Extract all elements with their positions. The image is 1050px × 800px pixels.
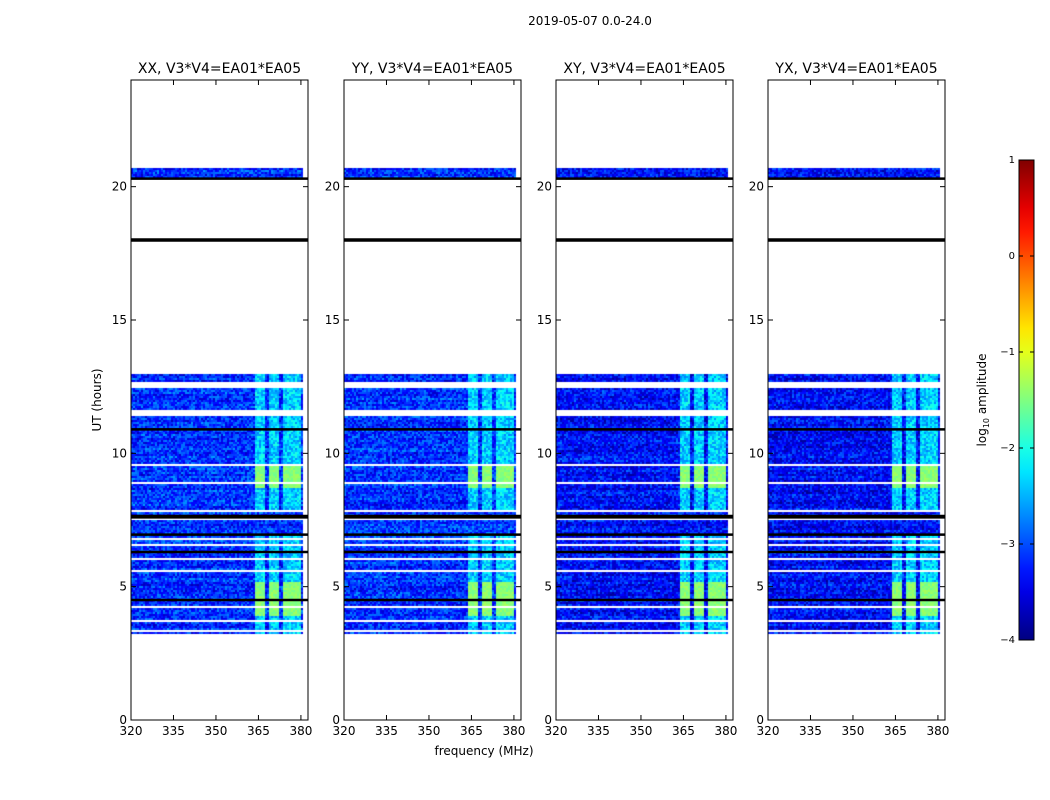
waterfall-raster: [344, 80, 521, 720]
x-tick-label: 335: [799, 724, 822, 738]
y-tick-label: 10: [749, 446, 764, 460]
y-tick-label: 20: [537, 180, 552, 194]
panel-xx: XX, V3*V4=EA01*EA05 320 335 350 365 380 0 5 10 15…: [112, 61, 313, 738]
panel-xy: XY, V3*V4=EA01*EA05 320 335 350 365 380 0 5 10 15…: [537, 61, 738, 738]
x-tick-label: 365: [460, 724, 483, 738]
y-tick-label: 0: [544, 713, 552, 727]
y-tick-label: 0: [756, 713, 764, 727]
y-tick-label: 5: [756, 580, 764, 594]
colorbar-tick-label: −2: [1000, 443, 1015, 454]
panel-yy: YY, V3*V4=EA01*EA05 320 335 350 365 380 0 5 10 15…: [325, 61, 526, 738]
x-tick-label: 365: [247, 724, 270, 738]
x-tick-label: 350: [418, 724, 441, 738]
x-tick-label: 350: [842, 724, 865, 738]
y-tick-label: 0: [332, 713, 340, 727]
x-tick-label: 350: [630, 724, 653, 738]
panel-title: YY, V3*V4=EA01*EA05: [351, 61, 513, 77]
waterfall-raster: [556, 80, 733, 720]
panel-yx: YX, V3*V4=EA01*EA05 320 335 350 365 380 0 5 10 15…: [749, 61, 950, 738]
x-tick-label: 380: [289, 724, 312, 738]
x-tick-label: 335: [587, 724, 610, 738]
y-tick-label: 20: [749, 180, 764, 194]
y-tick-label: 10: [325, 446, 340, 460]
y-tick-label: 10: [537, 446, 552, 460]
x-tick-label: 365: [884, 724, 907, 738]
axes-frame: [555, 79, 734, 721]
x-tick-label: 335: [375, 724, 398, 738]
y-tick-label: 10: [112, 446, 127, 460]
x-tick-label: 380: [502, 724, 525, 738]
panel-title: XY, V3*V4=EA01*EA05: [563, 61, 725, 77]
y-tick-label: 20: [325, 180, 340, 194]
x-tick-label: 335: [162, 724, 185, 738]
colorbar-tick-label: 0: [1009, 251, 1015, 262]
y-tick-label: 15: [112, 313, 127, 327]
panel-title: YX, V3*V4=EA01*EA05: [774, 61, 937, 77]
y-tick-label: 15: [325, 313, 340, 327]
colorbar: −4 −3 −2 −1 0 1 log10 amplitude: [975, 155, 1035, 646]
panels-group: XX, V3*V4=EA01*EA05 320 335 350 365 380 0 5 10 15…: [112, 61, 950, 738]
y-tick-label: 0: [119, 713, 127, 727]
y-tick-label: 20: [112, 180, 127, 194]
y-tick-label: 15: [537, 313, 552, 327]
y-tick-label: 5: [119, 580, 127, 594]
x-axis-label: frequency (MHz): [434, 744, 533, 758]
colorbar-tick-label: −3: [1000, 539, 1015, 550]
waterfall-raster: [131, 80, 308, 720]
x-tick-label: 380: [926, 724, 949, 738]
y-tick-label: 5: [332, 580, 340, 594]
x-tick-label: 320: [120, 724, 143, 738]
panel-title: XX, V3*V4=EA01*EA05: [138, 61, 301, 77]
x-tick-label: 365: [672, 724, 695, 738]
axes-frame: [767, 79, 946, 721]
x-tick-label: 320: [545, 724, 568, 738]
x-tick-label: 320: [757, 724, 780, 738]
colorbar-gradient: [1018, 159, 1035, 641]
y-axis-label: UT (hours): [90, 368, 104, 431]
figure-title: 2019-05-07 0.0-24.0: [528, 14, 652, 28]
waterfall-raster: [768, 80, 945, 720]
x-tick-label: 320: [333, 724, 356, 738]
colorbar-tick-label: −1: [1000, 347, 1015, 358]
axes-frame: [130, 79, 309, 721]
colorbar-tick-label: 1: [1009, 155, 1015, 166]
colorbar-label: log10 amplitude: [975, 354, 991, 447]
x-tick-label: 380: [714, 724, 737, 738]
y-tick-label: 15: [749, 313, 764, 327]
colorbar-tick-label: −4: [1000, 635, 1015, 646]
axes-frame: [343, 79, 522, 721]
x-tick-label: 350: [205, 724, 228, 738]
y-tick-label: 5: [544, 580, 552, 594]
